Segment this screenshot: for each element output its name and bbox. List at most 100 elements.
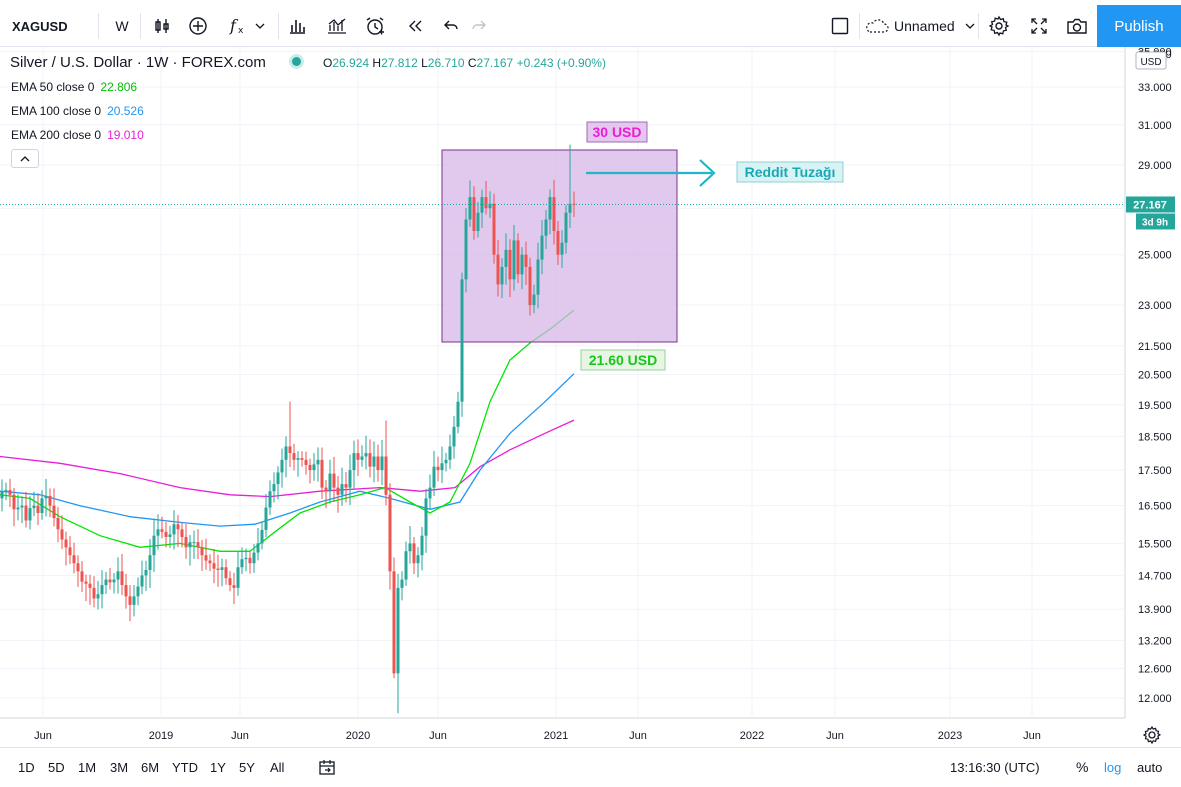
candle-body — [444, 459, 448, 464]
templates-button[interactable] — [322, 5, 352, 47]
candle-body — [44, 495, 48, 499]
candle-body — [100, 585, 104, 595]
candle-body — [216, 568, 220, 570]
symbol-search-button[interactable]: XAGUSD — [12, 18, 68, 34]
countdown-label: 3d 9h — [1142, 217, 1168, 228]
snapshot-button[interactable] — [1062, 5, 1092, 47]
candles — [0, 144, 576, 714]
chevron-down-icon — [965, 23, 975, 29]
chevron-up-icon — [20, 155, 30, 161]
candle-body — [60, 529, 64, 540]
settings-button[interactable] — [984, 5, 1014, 47]
fullscreen-select-button[interactable] — [826, 5, 854, 47]
candle-body — [324, 487, 328, 492]
chart-type-button[interactable] — [148, 5, 176, 47]
interval-button[interactable]: W — [115, 18, 129, 34]
range-button-1d[interactable]: 1D — [18, 759, 35, 775]
indicator-ema200[interactable]: EMA 200 close 0 19.010 — [11, 128, 144, 142]
candle-body — [320, 459, 324, 488]
range-button-1m[interactable]: 1M — [78, 759, 97, 775]
candle-body — [72, 555, 76, 564]
candle-body — [540, 235, 544, 260]
log-toggle[interactable]: log — [1104, 759, 1122, 775]
candle-body — [228, 578, 232, 586]
compare-button[interactable] — [184, 5, 212, 47]
svg-text:x: x — [238, 26, 244, 36]
axis-settings-gear-icon[interactable] — [1142, 725, 1162, 745]
top-price-callout[interactable] — [586, 121, 648, 143]
range-button-all[interactable]: All — [270, 759, 285, 775]
candle-body — [396, 587, 400, 674]
time-tick-label: 2023 — [938, 730, 962, 742]
candle-body — [124, 585, 128, 597]
price-tick-label: 20.500 — [1138, 370, 1172, 382]
market-status-dot — [292, 57, 301, 66]
candle-body — [484, 197, 488, 209]
candle-body — [208, 560, 212, 564]
candle-body — [152, 535, 156, 556]
range-button-6m[interactable]: 6M — [141, 759, 160, 775]
candle-body — [12, 494, 16, 510]
indicator-ema100[interactable]: EMA 100 close 0 20.526 — [11, 104, 144, 118]
candle-body — [348, 470, 352, 488]
rewind-icon — [409, 20, 422, 32]
auto-toggle[interactable]: auto — [1137, 759, 1163, 775]
candle-body — [392, 571, 396, 674]
currency-badge[interactable] — [1135, 51, 1167, 70]
time-tick-label: Jun — [231, 730, 249, 742]
calendar-goto-icon — [319, 760, 335, 775]
candle-body — [332, 473, 336, 488]
cloud-icon — [866, 19, 889, 33]
candle-body — [376, 456, 380, 471]
candle-body — [148, 555, 152, 570]
price-tick-label: 33.000 — [1138, 82, 1172, 94]
indicator-ema50[interactable]: EMA 50 close 0 22.806 — [11, 80, 138, 94]
redo-button[interactable] — [466, 5, 492, 47]
candle-body — [296, 458, 300, 460]
candle-body — [412, 543, 416, 564]
range-button-5y[interactable]: 5Y — [239, 759, 255, 775]
legend-collapse-button[interactable] — [11, 149, 39, 168]
trap-arrow-head — [699, 159, 716, 187]
price-chart[interactable]: Jun2019Jun2020Jun2021Jun2022Jun2023Jun35… — [0, 47, 1181, 747]
fullscreen-button[interactable] — [1024, 5, 1054, 47]
candle-body — [316, 459, 320, 465]
gear-icon — [988, 15, 1010, 37]
range-button-5d[interactable]: 5D — [48, 759, 65, 775]
candle-body — [492, 203, 496, 255]
time-tick-label: 2022 — [740, 730, 764, 742]
candle-body — [68, 547, 72, 556]
svg-text:f: f — [229, 16, 239, 35]
candle-body — [456, 401, 460, 427]
price-tick-label: 19.500 — [1138, 400, 1172, 412]
undo-button[interactable] — [438, 5, 464, 47]
date-range-button[interactable] — [318, 748, 338, 786]
replay-button[interactable] — [400, 5, 430, 47]
financials-button[interactable] — [284, 5, 310, 47]
candle-body — [36, 505, 40, 514]
candle-body — [232, 585, 236, 588]
candle-body — [252, 552, 256, 564]
layout-menu-button[interactable]: Unnamed — [864, 5, 976, 47]
plus-circle-icon — [189, 17, 207, 35]
bottom-price-callout[interactable] — [580, 349, 666, 371]
candle-body — [248, 557, 252, 564]
trap-label-callout[interactable] — [736, 161, 844, 183]
range-button-ytd[interactable]: YTD — [172, 759, 198, 775]
candle-body — [416, 555, 420, 564]
range-button-3m[interactable]: 3M — [110, 759, 129, 775]
publish-button[interactable]: Publish — [1097, 5, 1181, 47]
alert-button[interactable] — [360, 5, 390, 47]
price-tick-label: 12.000 — [1138, 693, 1172, 705]
utc-clock[interactable]: 13:16:30 (UTC) — [950, 759, 1040, 775]
candle-body — [256, 543, 260, 553]
percent-toggle[interactable]: % — [1076, 759, 1089, 775]
candle-body — [180, 529, 184, 537]
price-tick-label: 13.900 — [1138, 604, 1172, 616]
bottom-price-label: 21.60 USD — [589, 352, 657, 368]
candle-body — [260, 529, 264, 544]
range-button-1y[interactable]: 1Y — [210, 759, 226, 775]
candle-body — [172, 524, 176, 535]
